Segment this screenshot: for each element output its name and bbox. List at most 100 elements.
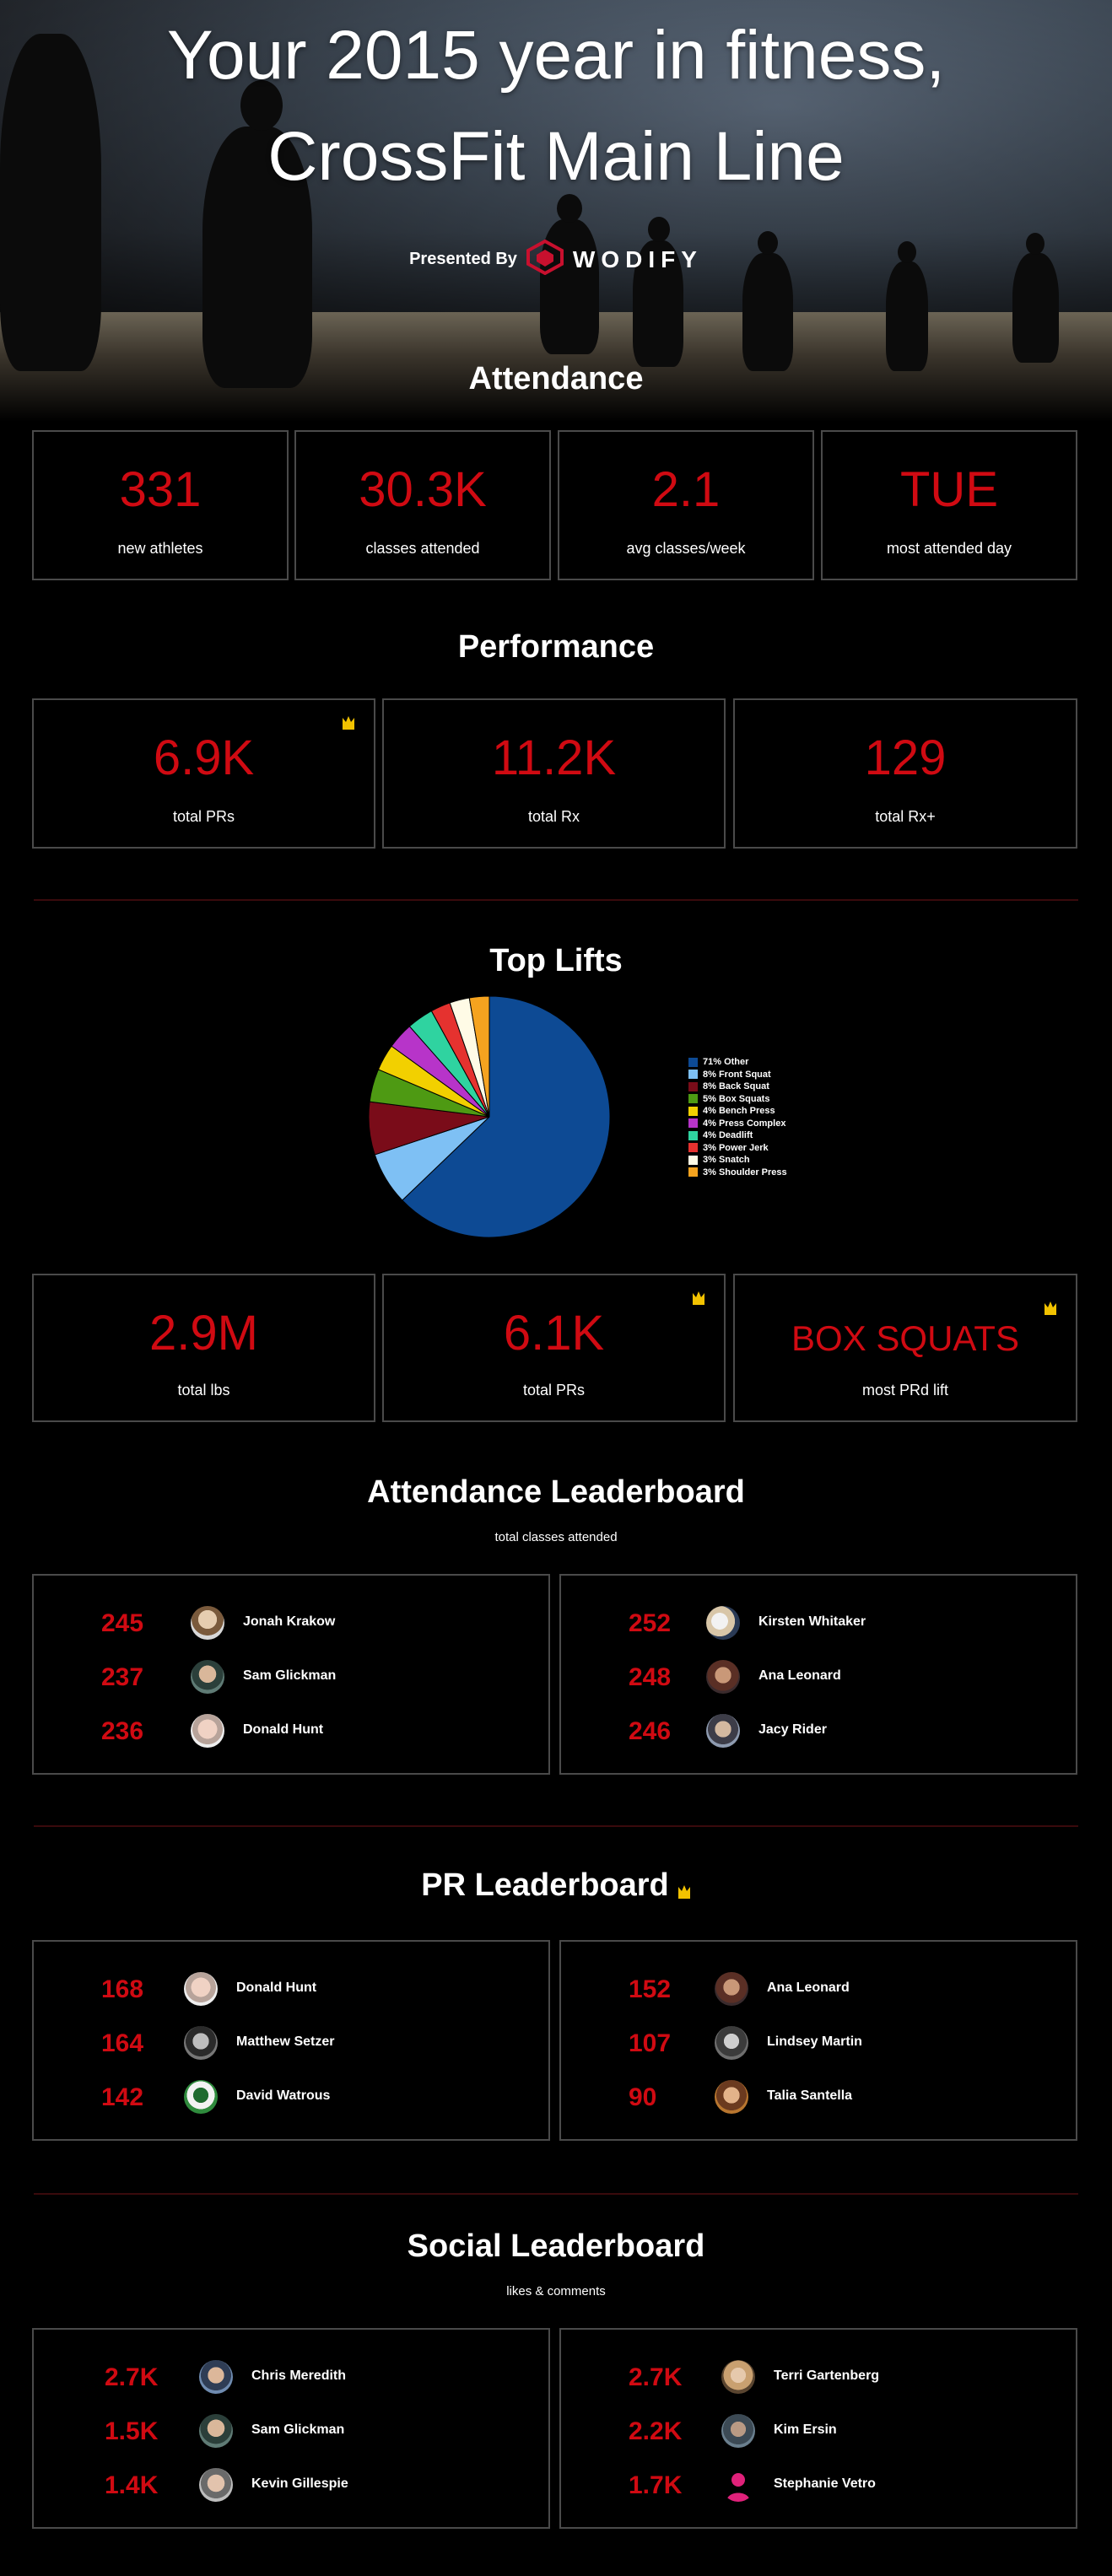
leaderboard-row: 2.7K Terri Gartenberg [561,2352,1076,2402]
stat-value: 6.9K [153,730,255,785]
legend-label: 4% Deadlift [703,1130,753,1141]
stat-value: 129 [864,730,947,785]
stat-label: classes attended [365,540,480,557]
leaderboard-value: 1.5K [105,2417,159,2445]
leaderboard-value: 168 [101,1975,144,2003]
brand-name: WODIFY [572,245,703,272]
leaderboard-row: 142 David Watrous [34,2072,548,2122]
legend-item: 3% Shoulder Press [688,1167,787,1179]
leaderboard-name: Sam Glickman [251,2422,345,2437]
presented-by-label: Presented By [409,250,517,268]
stat-card-total-rx-plus: 129 total Rx+ [733,698,1077,849]
leaderboard-name: Kevin Gillespie [251,2476,348,2491]
legend-item: 71% Other [688,1056,787,1069]
leaderboard-row: 246 Jacy Rider [561,1706,1076,1756]
leaderboard-row: 1.7K Stephanie Vetro [561,2460,1076,2510]
leaderboard-row: 1.5K Sam Glickman [34,2406,548,2456]
leaderboard-name: Lindsey Martin [767,2034,862,2049]
stat-label: most PRd lift [861,1382,949,1398]
legend-item: 4% Bench Press [688,1105,787,1118]
stat-value: 11.2K [491,730,617,785]
stat-card-classes-attended: 30.3K classes attended [294,430,551,580]
stat-card-most-prd-lift: BOX SQUATS most PRd lift [733,1274,1077,1422]
leaderboard-name: Chris Meredith [251,2369,347,2383]
leaderboard-name: Kim Ersin [774,2422,837,2437]
pie-legend: 71% Other 8% Front Squat 8% Back Squat 5% B… [688,1056,787,1178]
leaderboard-name: Kirsten Whitaker [758,1614,866,1629]
leaderboard-value: 252 [629,1609,672,1637]
avatar [199,2414,233,2448]
hero-title-line1: Your 2015 year in fitness, [166,17,946,94]
legend-label: 3% Power Jerk [703,1142,769,1153]
leaderboard-value: 2.2K [629,2417,683,2445]
pr-leaderboard-title: PR Leaderboard [421,1867,669,1903]
leaderboard-value: 2.7K [629,2363,683,2391]
avatar [184,2026,218,2060]
legend-label: 3% Snatch [703,1155,750,1166]
leaderboard-name: Sam Glickman [243,1668,337,1683]
pr-leaderboard-heading: PR Leaderboard [0,1867,1112,1904]
attendance-leaderboard-subtitle: total classes attended [494,1530,618,1544]
avatar [715,2080,748,2114]
leaderboard-value: 237 [101,1663,144,1691]
leaderboard-row: 245 Jonah Krakow [34,1598,548,1648]
runner-silhouette [0,34,101,371]
leaderboard-name: Terri Gartenberg [774,2369,880,2383]
stat-card-avg-classes: 2.1 avg classes/week [558,430,814,580]
social-leaderboard-title: Social Leaderboard [407,2228,705,2264]
leaderboard-name: Donald Hunt [243,1722,324,1737]
legend-label: 8% Back Squat [703,1081,769,1092]
legend-label: 3% Shoulder Press [703,1167,787,1178]
runner-silhouette [540,194,599,354]
leaderboard-name: Ana Leonard [758,1668,841,1683]
stat-card-new-athletes: 331 new athletes [32,430,289,580]
section-divider [34,2193,1078,2195]
crown-icon [677,1884,690,1899]
runner-silhouette [1012,233,1059,363]
avatar [721,2360,755,2394]
legend-swatch [688,1130,698,1140]
avatar [184,1972,218,2006]
avatar [721,2414,755,2448]
legend-item: 8% Back Squat [688,1081,787,1093]
leaderboard-value: 142 [101,2083,144,2111]
legend-item: 3% Snatch [688,1154,787,1167]
leaderboard-value: 1.4K [105,2471,159,2499]
leaderboard-row: 252 Kirsten Whitaker [561,1598,1076,1648]
legend-swatch [688,1143,698,1153]
legend-swatch [688,1094,698,1104]
top-lifts-pie-chart [368,995,611,1238]
leaderboard-name: Jonah Krakow [243,1614,336,1629]
legend-label: 4% Bench Press [703,1106,775,1117]
runner-silhouette [202,80,312,388]
avatar [191,1660,224,1694]
leaderboard-name: David Watrous [236,2088,331,2103]
legend-swatch [688,1155,698,1165]
leaderboard-value: 107 [629,2029,672,2057]
stat-label: new athletes [117,540,203,557]
stat-value: BOX SQUATS [791,1318,1019,1358]
avatar [184,2080,218,2114]
stat-value: 6.1K [503,1306,605,1361]
legend-swatch [688,1118,698,1129]
pie-slice-shoulder-press [468,995,490,1118]
stat-label: total PRs [522,1382,586,1398]
leaderboard-row: 2.2K Kim Ersin [561,2406,1076,2456]
leaderboard-row: 248 Ana Leonard [561,1652,1076,1702]
leaderboard-value: 246 [629,1717,672,1745]
stat-card-total-lbs: 2.9M total lbs [32,1274,375,1422]
legend-item: 8% Front Squat [688,1069,787,1081]
hero-banner: Your 2015 year in fitness, CrossFit Main… [0,0,1112,422]
leaderboard-name: Jacy Rider [758,1722,827,1737]
leaderboard-row: 164 Matthew Setzer [34,2018,548,2068]
leaderboard-value: 90 [629,2083,657,2111]
legend-item: 5% Box Squats [688,1093,787,1106]
leaderboard-row: 90 Talia Santella [561,2072,1076,2122]
legend-label: 71% Other [703,1057,749,1068]
runner-silhouette [633,217,683,367]
avatar [706,1660,740,1694]
performance-title: Performance [457,629,655,665]
leaderboard-row: 168 Donald Hunt [34,1964,548,2014]
stat-label: total PRs [172,808,235,825]
leaderboard-row: 237 Sam Glickman [34,1652,548,1702]
